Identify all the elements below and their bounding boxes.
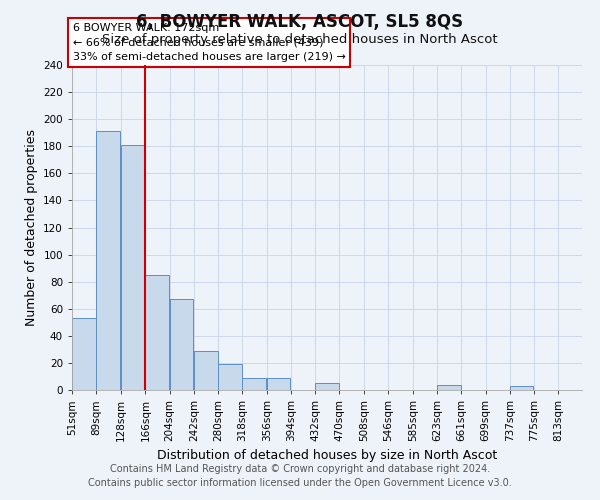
Bar <box>145 275 169 390</box>
Bar <box>194 350 218 390</box>
Bar <box>437 384 461 390</box>
Bar <box>170 300 193 390</box>
Bar <box>121 145 145 390</box>
Y-axis label: Number of detached properties: Number of detached properties <box>25 129 38 326</box>
Bar <box>96 132 120 390</box>
Text: Contains HM Land Registry data © Crown copyright and database right 2024.
Contai: Contains HM Land Registry data © Crown c… <box>88 464 512 487</box>
Bar <box>266 378 290 390</box>
Bar <box>315 383 339 390</box>
X-axis label: Distribution of detached houses by size in North Ascot: Distribution of detached houses by size … <box>157 450 497 462</box>
Bar <box>510 386 533 390</box>
Bar <box>242 378 266 390</box>
Text: Size of property relative to detached houses in North Ascot: Size of property relative to detached ho… <box>102 32 498 46</box>
Bar <box>218 364 242 390</box>
Text: 6, BOWYER WALK, ASCOT, SL5 8QS: 6, BOWYER WALK, ASCOT, SL5 8QS <box>136 12 464 30</box>
Text: 6 BOWYER WALK: 172sqm
← 66% of detached houses are smaller (439)
33% of semi-det: 6 BOWYER WALK: 172sqm ← 66% of detached … <box>73 22 346 62</box>
Bar <box>72 318 95 390</box>
